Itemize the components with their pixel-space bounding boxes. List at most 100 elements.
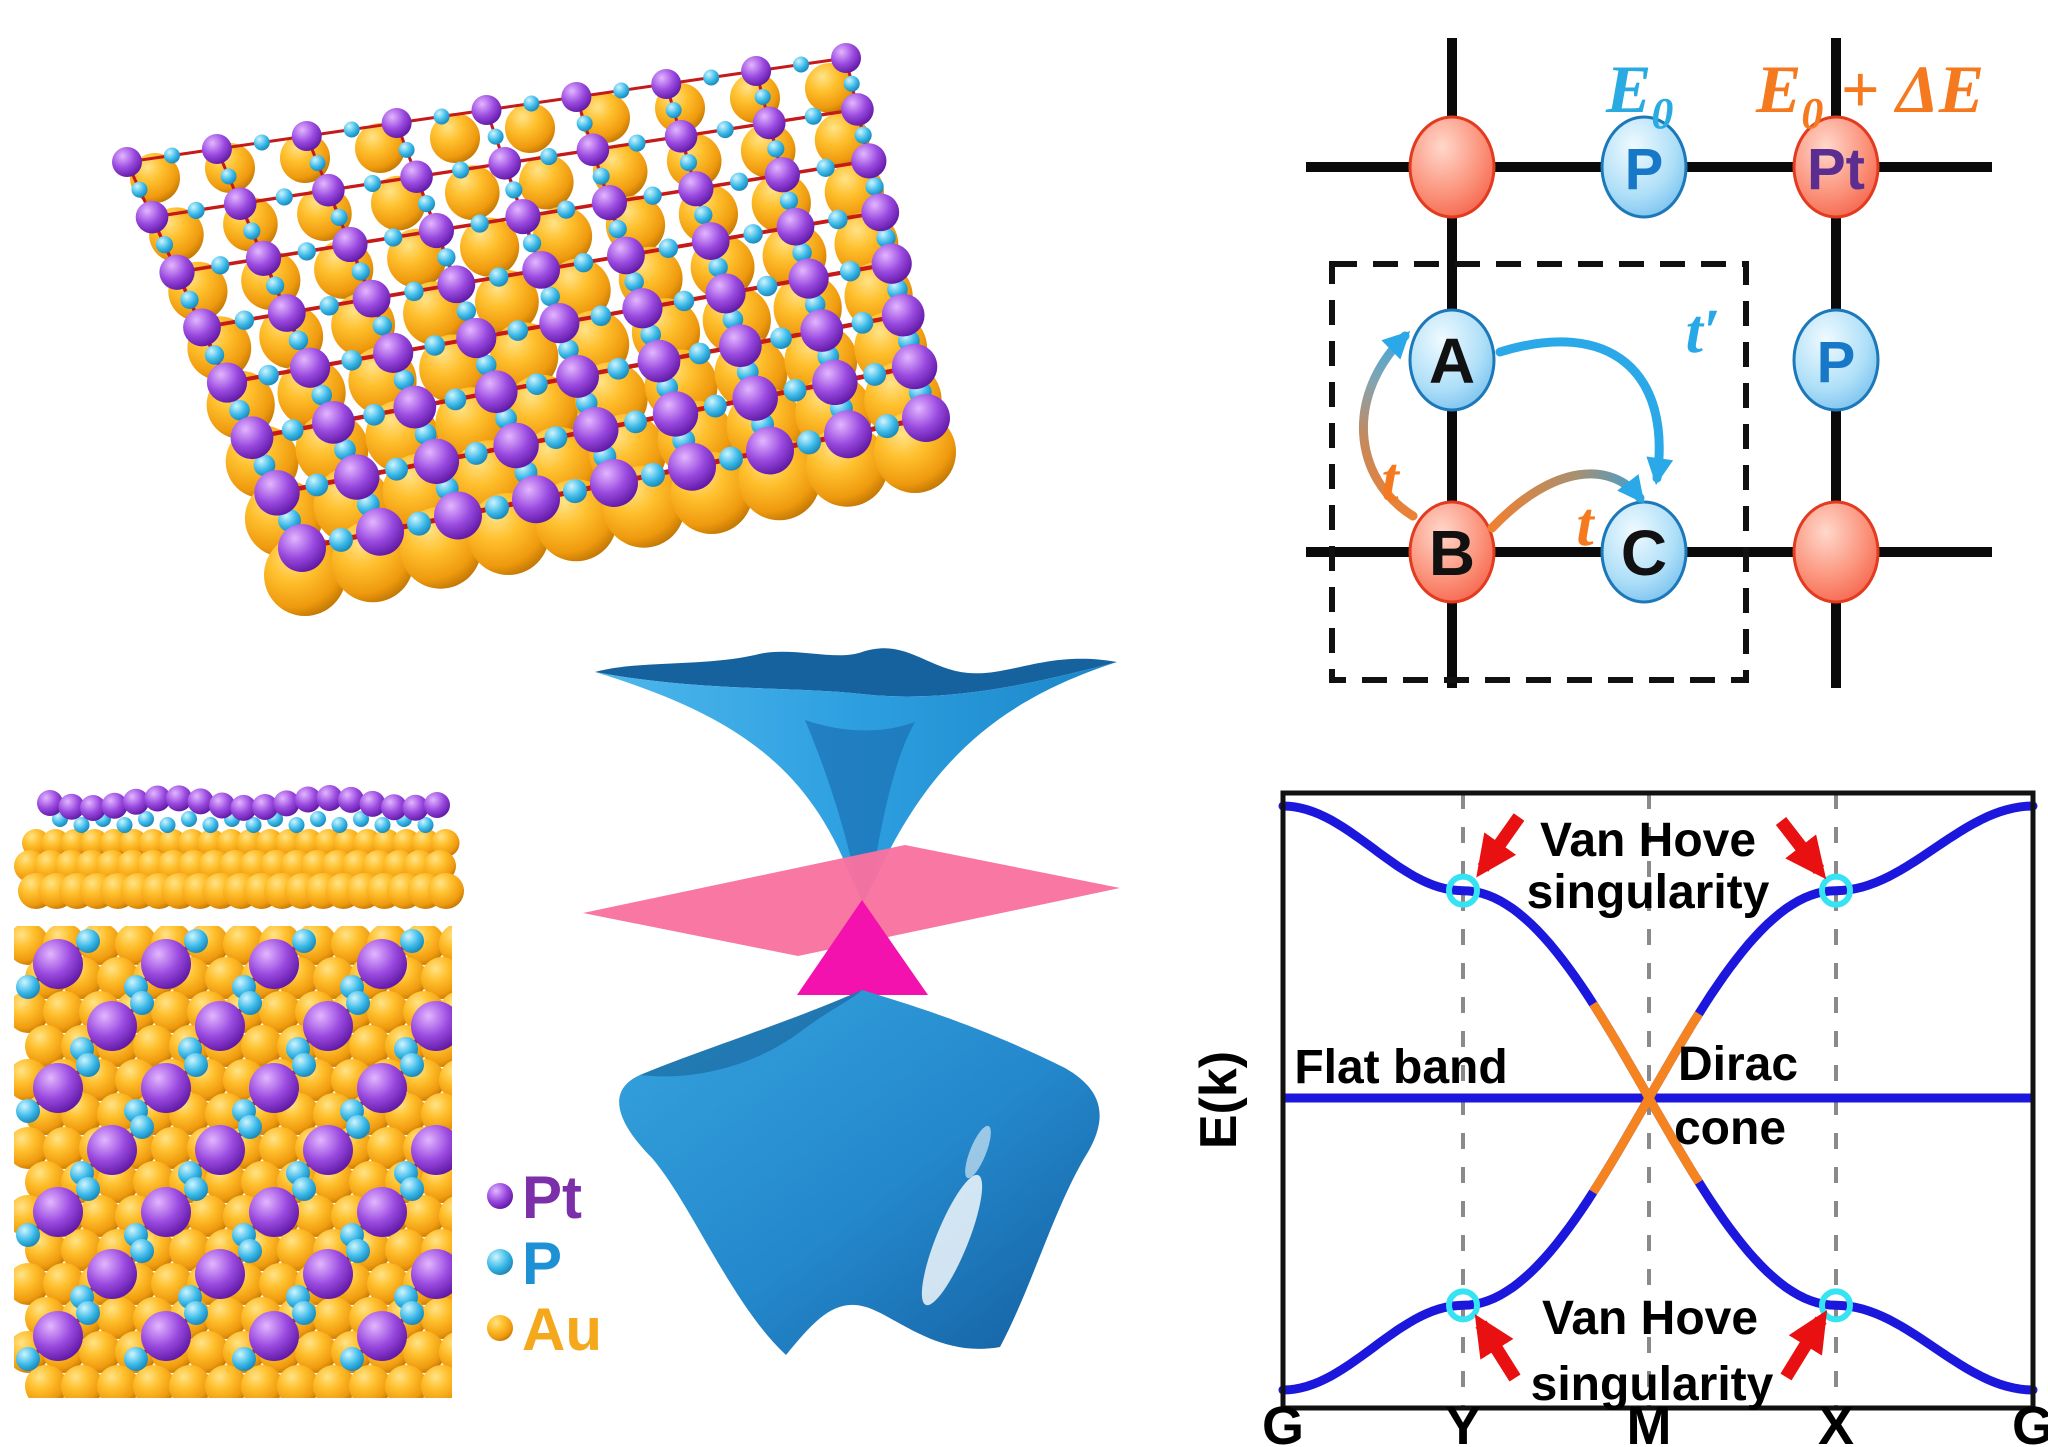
p-atom	[437, 248, 456, 267]
au-atom	[241, 1365, 283, 1398]
pt-atom	[741, 56, 772, 86]
p-atom	[607, 357, 630, 380]
p-atom	[288, 330, 309, 351]
p-atom	[363, 174, 382, 193]
panel-lattice-model: P Pt A P B C t t t′ E0 E0 + ΔE	[1306, 38, 1992, 688]
p-atom	[454, 1115, 478, 1139]
plot-frame	[1280, 790, 2036, 1411]
pt-atom	[80, 794, 106, 821]
pt-atom	[752, 106, 786, 140]
p-atom	[754, 88, 771, 105]
pt-atom	[58, 793, 85, 820]
p-atom	[523, 95, 540, 112]
p-atom	[340, 1347, 364, 1371]
p-atom	[694, 205, 713, 225]
p-atom	[346, 1239, 370, 1263]
p-atom	[116, 817, 133, 833]
au-atom	[439, 1060, 452, 1100]
au-atom	[457, 1093, 499, 1135]
au-atom	[313, 1297, 355, 1339]
au-atom	[428, 873, 464, 909]
pt-atom	[245, 240, 282, 276]
legend-label-p: P	[522, 1230, 562, 1297]
au-atom	[295, 1195, 337, 1237]
pt-atom	[144, 785, 171, 812]
p-atom	[202, 817, 219, 833]
au-atom	[445, 165, 500, 220]
p-atom	[275, 188, 293, 206]
p-atom	[658, 238, 679, 258]
p-atom	[124, 1347, 148, 1371]
panel-dirac-cone-3d	[583, 648, 1120, 1355]
pt-atom	[902, 394, 950, 442]
au-atom	[25, 1365, 67, 1398]
p-atom	[353, 811, 369, 827]
site-label-b: B	[1429, 517, 1475, 589]
annotation-arrows	[1474, 813, 1828, 1382]
au-atom	[805, 63, 855, 113]
p-atom	[253, 134, 270, 151]
au-atom	[79, 1331, 121, 1373]
site-label-p-top: P	[1625, 137, 1664, 202]
p-atom	[507, 320, 529, 341]
pt-atom	[590, 459, 638, 507]
p-atom	[464, 441, 488, 465]
pt-atom	[411, 1125, 452, 1175]
pt-atom	[576, 133, 610, 167]
pt-atom	[776, 207, 815, 246]
pt-atom	[33, 1063, 83, 1113]
au-atom	[421, 1093, 452, 1135]
pt-atom	[652, 391, 699, 437]
pt-atom	[87, 1125, 137, 1175]
x-tick-g-right: G	[2012, 1396, 2048, 1447]
p-atom	[330, 208, 348, 226]
au-atom	[217, 829, 245, 857]
pt-atom	[456, 317, 497, 359]
p-atom	[452, 161, 470, 179]
p-atom	[456, 301, 477, 321]
pt-atom	[183, 308, 221, 347]
site-label-p-right: P	[1817, 330, 1856, 395]
p-atom	[346, 1115, 370, 1139]
pt-atom	[357, 1311, 407, 1361]
p-atom	[505, 181, 523, 199]
p-atom	[851, 311, 874, 334]
p-atom	[16, 1223, 40, 1247]
p-atom	[407, 511, 431, 536]
pt-atoms	[33, 939, 452, 1361]
p-atom	[540, 286, 560, 307]
p-atom	[310, 811, 326, 827]
cone-glare-small	[965, 1125, 991, 1179]
pt-atom	[206, 362, 248, 403]
p-atom	[292, 1301, 316, 1325]
p-atom	[816, 158, 835, 177]
pt-atom	[249, 1063, 299, 1113]
au-atom	[43, 991, 85, 1033]
p-atom	[351, 262, 370, 281]
hop-label-t-left: t	[1381, 446, 1400, 514]
pt-atom	[352, 279, 391, 318]
p-atom	[592, 167, 610, 185]
pt-atom	[273, 790, 300, 817]
au-atom	[169, 1365, 211, 1398]
p-atom	[573, 252, 594, 273]
pt-atom	[622, 288, 663, 329]
p-atom	[679, 153, 698, 172]
p-atom	[770, 327, 792, 349]
hop-label-t-bottom: t	[1576, 491, 1595, 559]
pt-atom	[381, 108, 412, 138]
p-atom	[16, 1099, 40, 1123]
pt-atom	[312, 173, 345, 207]
pt-atom	[252, 793, 278, 820]
pt-atom	[141, 1063, 191, 1113]
p-atom	[792, 242, 812, 263]
pt-atom	[254, 470, 300, 516]
van-hove-markers	[1446, 873, 1853, 1323]
pt-atom	[101, 792, 128, 819]
au-atom	[41, 829, 70, 857]
au-atom	[313, 1365, 355, 1398]
au-atom	[178, 829, 206, 857]
au-atom	[100, 829, 128, 857]
vhs-top-label-line1: Van Hove	[1540, 814, 1756, 867]
